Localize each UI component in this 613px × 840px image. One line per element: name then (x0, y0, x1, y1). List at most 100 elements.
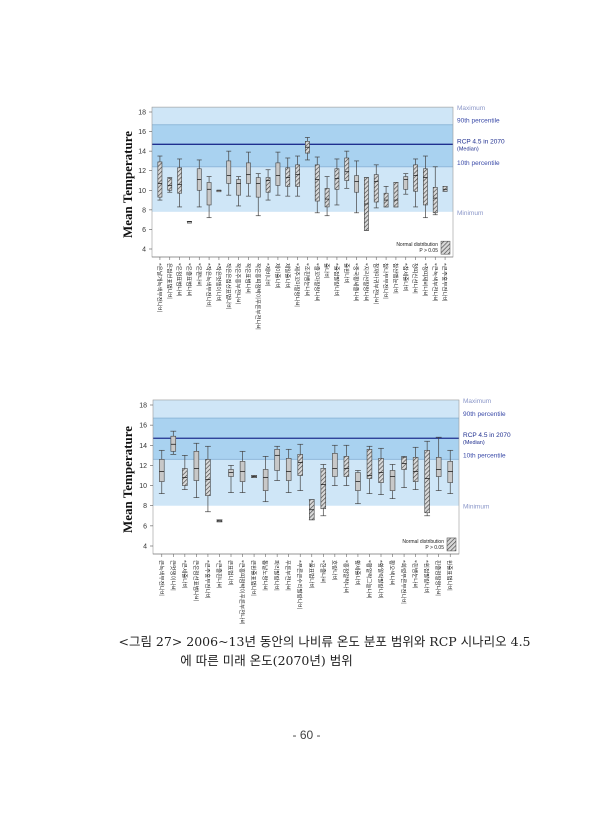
x-tick-label: *푸른큰수리팔랑나비 (296, 560, 304, 609)
box-iqr (393, 182, 399, 208)
box-18 (324, 176, 330, 217)
legend-line1: Normal distribution (396, 242, 438, 248)
box-13 (297, 443, 304, 491)
x-tick-label: *황알락팔랑나비 (377, 560, 385, 599)
x-tick-label: 은점선표범나비 (165, 263, 173, 299)
band-label-p90: 90th percentile (463, 411, 506, 418)
x-tick-label: *제비나비 (264, 263, 272, 286)
box-11 (274, 445, 281, 481)
box-iqr (255, 177, 261, 198)
box-iqr (193, 451, 200, 481)
x-tick-label: 참까마귀부전나비 (372, 263, 380, 304)
box-2 (167, 177, 173, 193)
box-21 (389, 464, 396, 500)
figure-caption-line2: 에 따른 미래 온도(2070년) 범위 (180, 653, 353, 668)
x-tick-label: *한줄나비 (319, 560, 327, 583)
x-tick-label: 푸른부전나비 (284, 560, 292, 591)
x-tick-label: *줄점팔랑나비 (332, 263, 340, 297)
box-iqr (246, 162, 251, 184)
x-tick-label: *흰뱀눈나비 (411, 560, 419, 589)
x-tick-label: *작은녹색부전나비 (205, 263, 213, 307)
box-11 (255, 173, 261, 217)
x-tick-label: 참산뱀눈나비 (391, 263, 399, 294)
box-iqr (442, 186, 448, 192)
box-iqr (182, 468, 188, 486)
x-tick-label: 작은홍띠점박이푸른부전나비 (254, 263, 262, 330)
y-tick-label: 14 (138, 149, 146, 156)
box-22 (401, 456, 407, 488)
x-tick-label: 작은표범나비 (244, 263, 252, 294)
x-tick-label: 큰멋쟁이나비 (169, 560, 177, 591)
y-tick-label: 18 (138, 110, 146, 117)
box-13 (275, 151, 281, 196)
band-label-median: RCP 4.5 in 2070 (457, 138, 505, 145)
y-axis-title: Mean Temperature (120, 426, 135, 533)
box-5 (205, 445, 211, 513)
y-tick-label: 4 (143, 544, 147, 551)
box-iqr (334, 168, 340, 190)
x-tick-label: *회령푸른부전나비 (400, 560, 408, 604)
box-iqr (236, 179, 241, 196)
box-iqr (226, 160, 232, 184)
box-19 (366, 445, 373, 494)
box-12 (265, 169, 271, 201)
box-iqr (177, 167, 182, 194)
box-28 (422, 155, 428, 219)
x-tick-label: 큰흰줄표범나비 (250, 560, 258, 596)
band-label-p10: 10th percentile (457, 160, 500, 167)
band-label-minimum: Minimum (463, 504, 489, 511)
y-tick-label: 10 (139, 483, 147, 490)
box-17 (343, 444, 350, 486)
box-23 (412, 446, 419, 490)
x-tick-label: *흰점팔랑나비 (423, 560, 431, 594)
box-8 (239, 450, 246, 493)
box-iqr (206, 182, 212, 206)
box-10 (262, 456, 269, 503)
box-iqr (228, 469, 234, 477)
box-1 (157, 155, 163, 201)
box-iqr (157, 161, 163, 198)
box-3 (181, 455, 188, 490)
legend-line1: Normal distribution (402, 539, 444, 545)
page-number: - 60 - (292, 728, 321, 742)
x-tick-label: 흰줄점팔랑나비 (434, 560, 442, 596)
x-tick-label: *큰홍띠점박이푸른부전나비 (238, 560, 246, 625)
x-tick-label: *은줄표범나비 (185, 263, 193, 297)
box-2 (170, 430, 177, 455)
box-25 (393, 182, 399, 208)
box-26 (447, 449, 454, 494)
box-6 (206, 176, 212, 219)
x-tick-label: 큰표범나비 (227, 560, 235, 586)
box-iqr (354, 175, 359, 193)
x-tick-label: 제이줄나비 (273, 263, 281, 289)
box-30 (442, 186, 448, 192)
box-12 (285, 448, 292, 493)
x-tick-label: *참세줄나비 (401, 263, 409, 292)
box-iqr (297, 454, 303, 476)
box-18 (355, 470, 361, 505)
box-26 (403, 173, 409, 195)
box-iqr (159, 459, 165, 482)
box-iqr (412, 457, 419, 482)
x-tick-label: *풀표범나비 (307, 560, 315, 589)
band-label-maximum: Maximum (457, 105, 485, 112)
y-tick-label: 12 (138, 168, 146, 175)
box-iqr (424, 450, 430, 514)
x-tick-label: 줄흰나비 (342, 263, 350, 284)
x-tick-label: 큰녹색부전나비 (157, 560, 165, 596)
x-tick-label: *황알락그늘나비 (365, 560, 373, 599)
band-label-median-sub: (Median) (457, 146, 479, 152)
box-iqr (285, 458, 292, 481)
box-iqr (274, 449, 280, 471)
band-label-minimum: Minimum (457, 210, 483, 217)
box-iqr (205, 459, 211, 496)
x-tick-label: *청띠제비나비 (421, 263, 429, 297)
box-22 (363, 177, 369, 231)
y-tick-label: 16 (138, 129, 146, 136)
box-iqr (167, 178, 173, 191)
box-plot-2: Maximum 90th percentile RCP 4.5 in 2070(Me… (120, 398, 511, 625)
box-7 (216, 189, 222, 193)
x-tick-label: 큰은점선표범나비 (192, 560, 200, 601)
box-iqr (447, 461, 453, 483)
box-5 (196, 159, 202, 208)
